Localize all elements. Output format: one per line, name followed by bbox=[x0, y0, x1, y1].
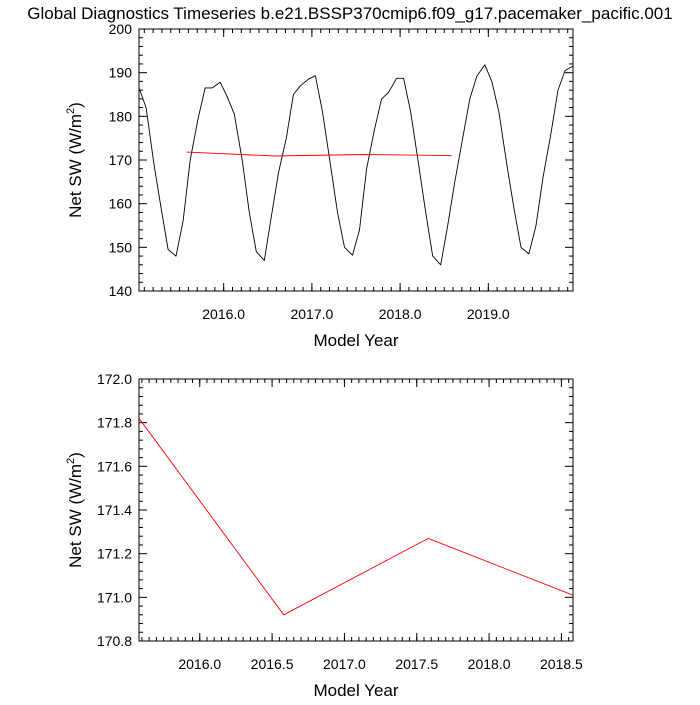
panel-1: 140 150 160 170 180 190 200 2016.0 2017.0 2018.0 2… bbox=[65, 21, 574, 350]
y-tick-label: 172.0 bbox=[97, 371, 132, 387]
x-tick-label: 2018.0 bbox=[379, 306, 422, 322]
y-tick-label: 150 bbox=[109, 239, 133, 255]
plot-frame bbox=[138, 28, 574, 292]
y-tick-label: 171.0 bbox=[97, 589, 132, 605]
y-tick-label: 171.4 bbox=[97, 502, 132, 518]
series-line-1 bbox=[138, 418, 574, 616]
y-tick-label: 160 bbox=[109, 196, 133, 212]
figure-title: Global Diagnostics Timeseries b.e21.BSSP… bbox=[27, 4, 672, 23]
x-axis-label: Model Year bbox=[313, 681, 398, 700]
y-tick-label: 171.2 bbox=[97, 546, 132, 562]
y-axis-label: Net SW (W/m2) bbox=[65, 452, 85, 568]
y-tick-label: 171.8 bbox=[97, 415, 132, 431]
y-tick-label: 180 bbox=[109, 108, 133, 124]
y-tick-label: 170 bbox=[109, 152, 133, 168]
x-axis-label: Model Year bbox=[313, 331, 398, 350]
y-tick-label: 170.8 bbox=[97, 633, 132, 649]
x-tick-label: 2018.5 bbox=[540, 656, 583, 672]
y-tick-label: 171.6 bbox=[97, 458, 132, 474]
panel-2: 170.8 171.0 171.2 171.4 171.6 171.8 172.0 2016.… bbox=[65, 371, 583, 700]
x-tick-label: 2016.0 bbox=[178, 656, 221, 672]
x-tick-label: 2019.0 bbox=[467, 306, 510, 322]
y-tick-label: 200 bbox=[109, 21, 133, 37]
series-line-2 bbox=[186, 151, 452, 157]
x-tick-label: 2016.5 bbox=[251, 656, 294, 672]
x-tick-label: 2017.0 bbox=[290, 306, 333, 322]
x-tick-label: 2018.0 bbox=[468, 656, 511, 672]
x-tick-label: 2017.5 bbox=[395, 656, 438, 672]
plot-frame bbox=[138, 378, 574, 642]
y-tick-label: 140 bbox=[109, 283, 133, 299]
x-tick-label: 2017.0 bbox=[323, 656, 366, 672]
y-tick-label: 190 bbox=[109, 65, 133, 81]
x-tick-label: 2016.0 bbox=[202, 306, 245, 322]
y-axis-label: Net SW (W/m2) bbox=[65, 102, 85, 218]
series-line-1 bbox=[138, 64, 574, 266]
